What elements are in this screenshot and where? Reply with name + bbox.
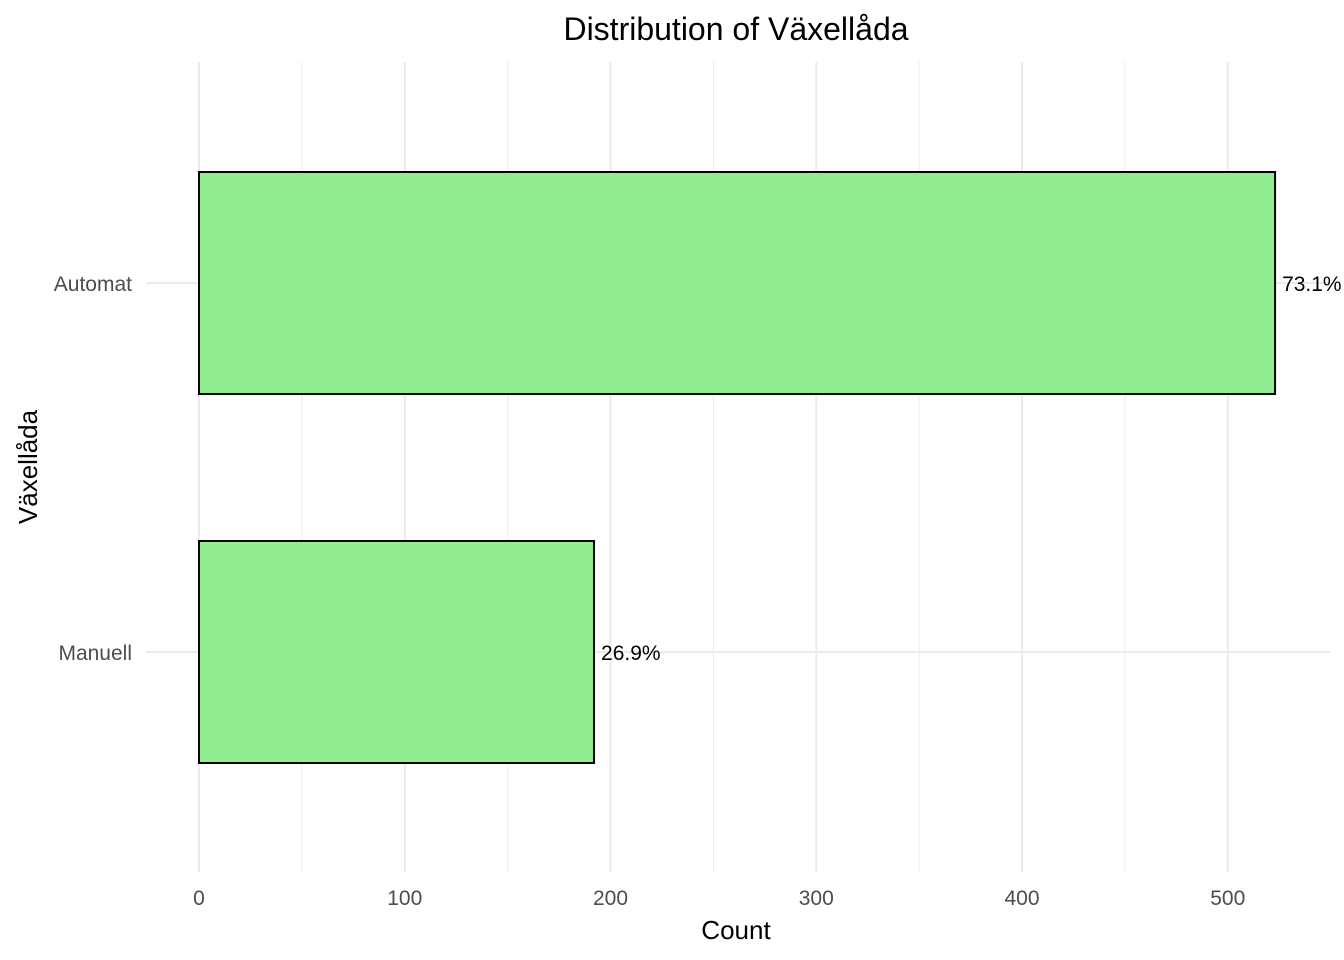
x-tick-label: 500 (1210, 887, 1245, 910)
x-tick-label: 400 (1004, 887, 1039, 910)
x-tick-label: 0 (193, 887, 205, 910)
y-tick-label: Manuell (58, 642, 132, 665)
bar-automat (198, 171, 1277, 395)
y-tick-label: Automat (54, 273, 132, 296)
x-axis-ticks: 0 100 200 300 400 500 (193, 887, 1245, 910)
x-tick-label: 300 (799, 887, 834, 910)
x-tick-label: 100 (387, 887, 422, 910)
y-axis-ticks: Automat Manuell (54, 273, 132, 665)
x-tick-label: 200 (593, 887, 628, 910)
data-label-manuell: 26.9% (601, 642, 661, 665)
x-axis-title: Count (701, 915, 771, 945)
chart-title: Distribution of Växellåda (563, 11, 908, 47)
bar-manuell (198, 540, 596, 764)
y-axis-title: Växellåda (13, 409, 43, 524)
data-label-automat: 73.1% (1282, 273, 1342, 296)
data-labels: 73.1% 26.9% (601, 273, 1342, 665)
bars (198, 171, 1277, 764)
